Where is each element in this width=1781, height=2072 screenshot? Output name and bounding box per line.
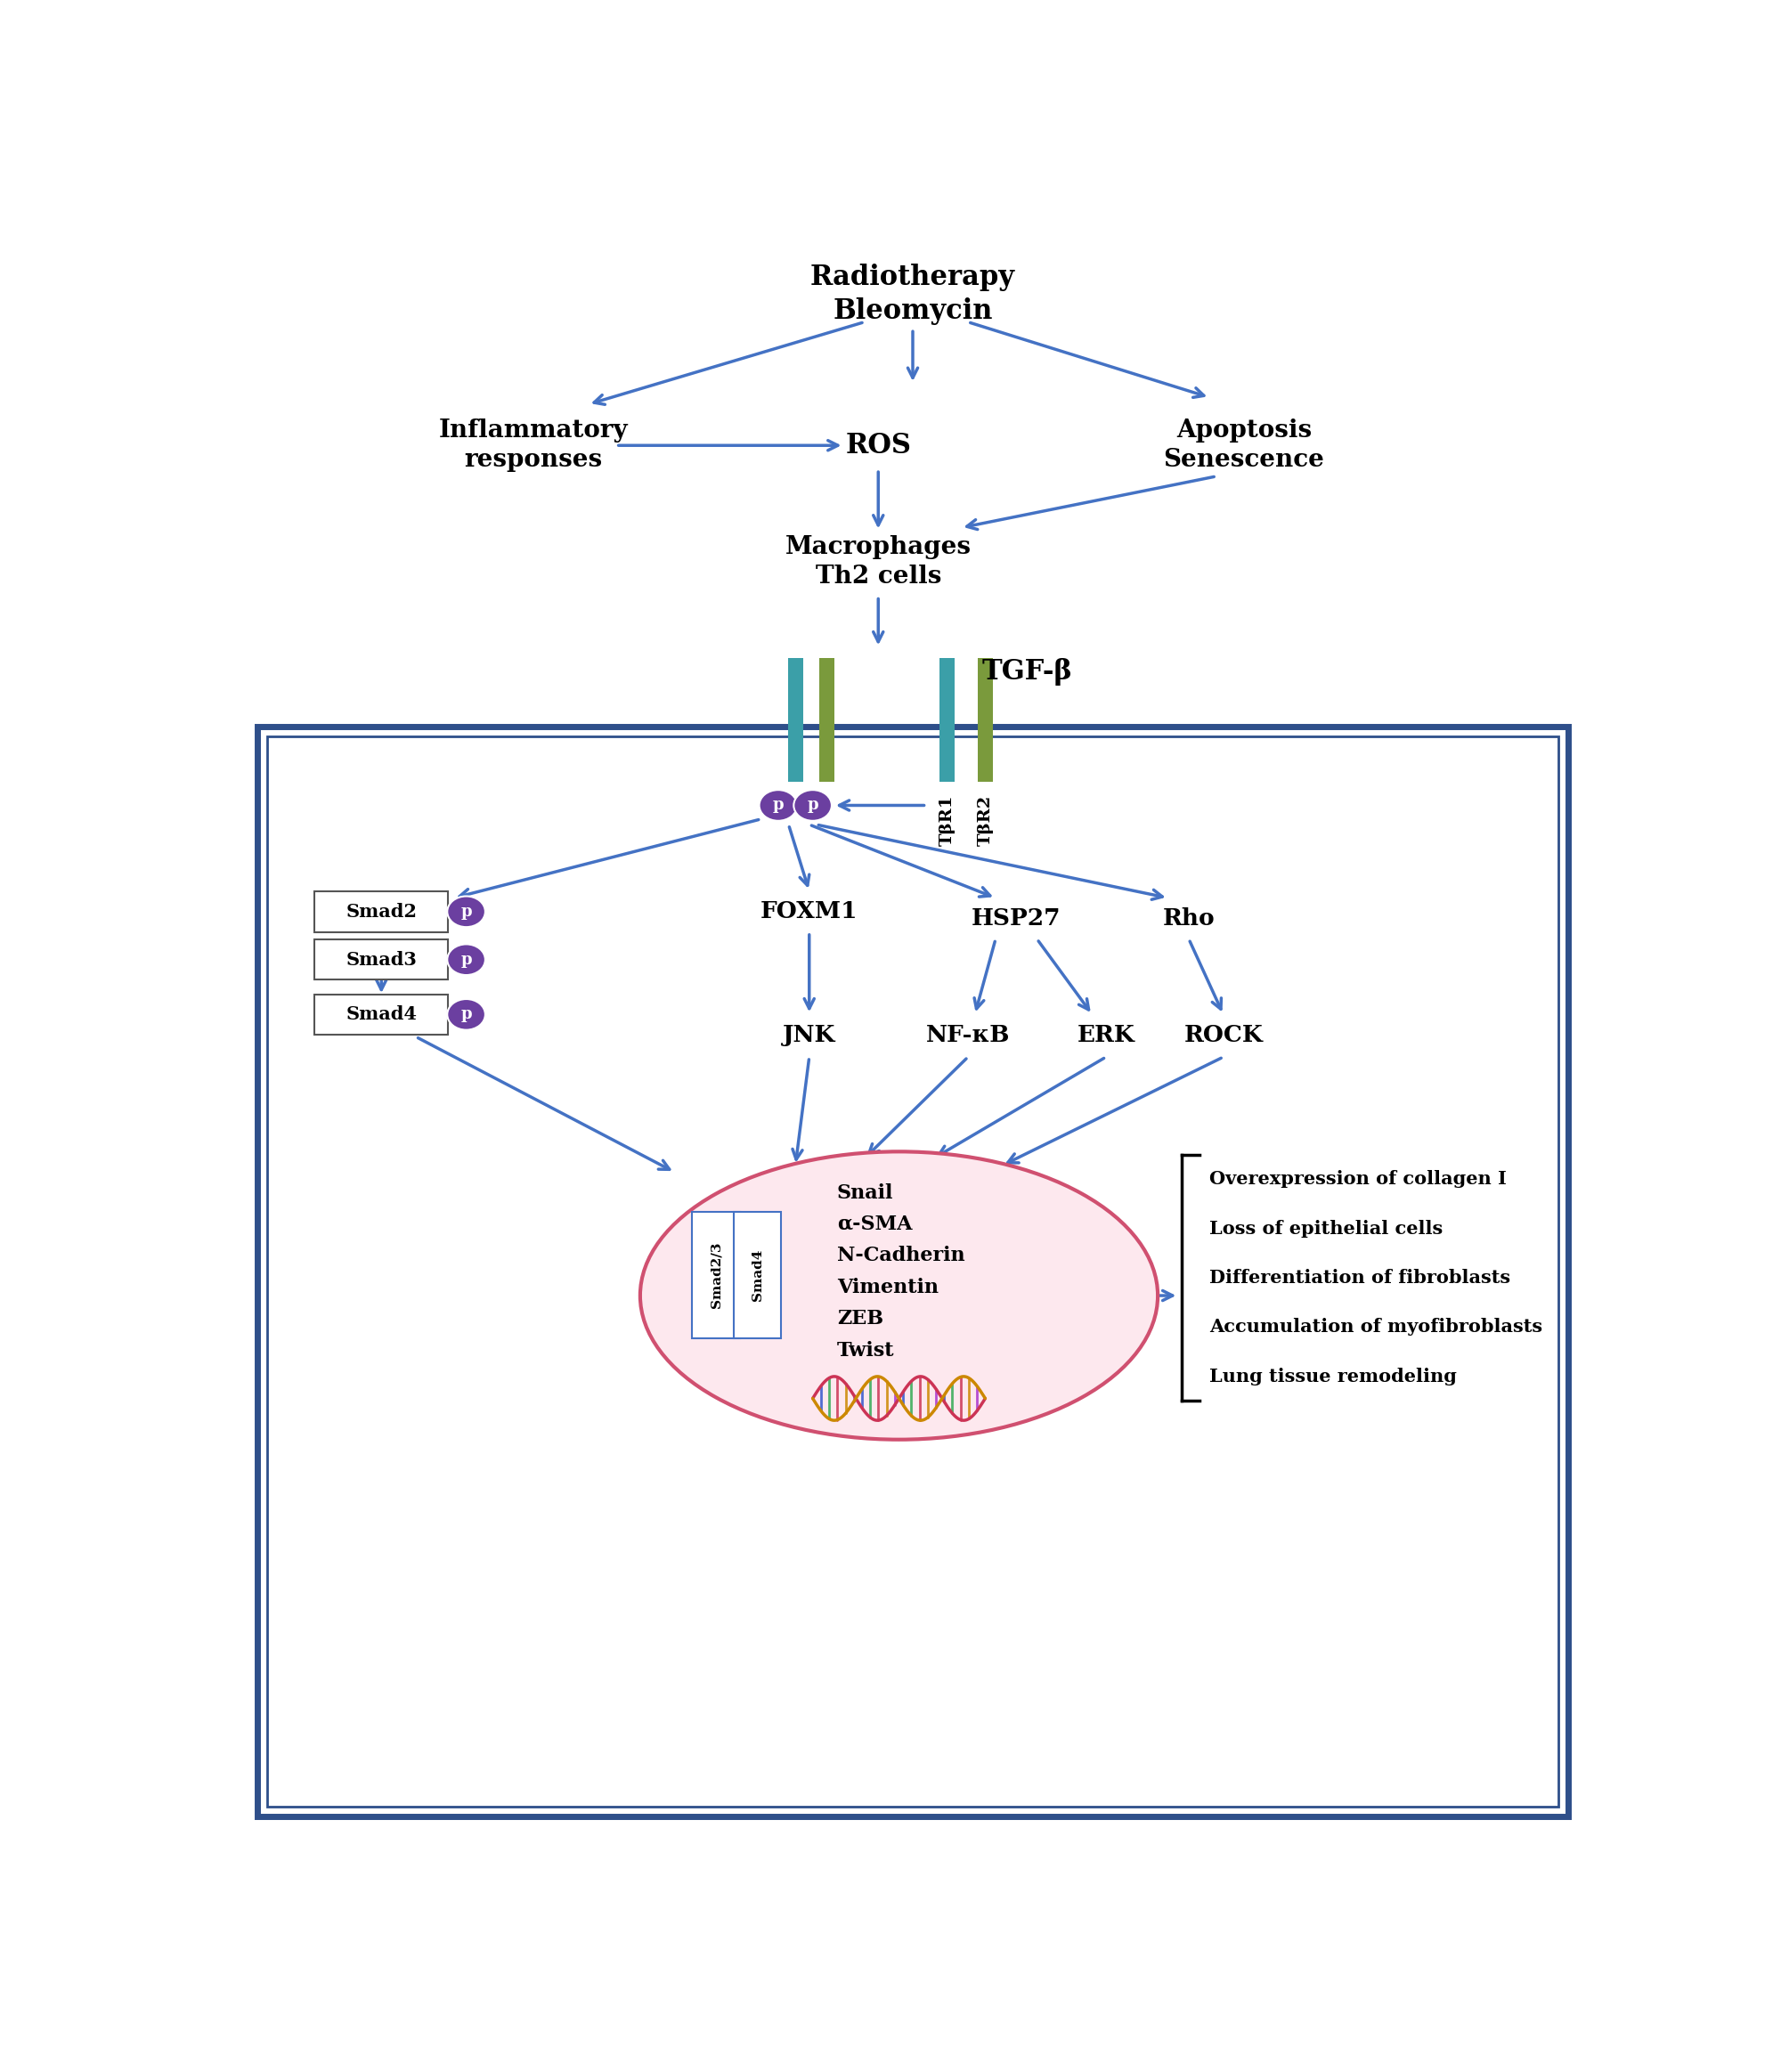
Bar [940, 727, 955, 781]
Text: Smad2/3: Smad2/3 [711, 1241, 723, 1307]
Bar [787, 727, 803, 781]
Ellipse shape [794, 789, 832, 821]
Text: Lung tissue remodeling: Lung tissue remodeling [1209, 1368, 1457, 1386]
Text: p: p [461, 903, 472, 920]
Bar [819, 727, 834, 781]
Ellipse shape [447, 945, 484, 976]
Text: ROS: ROS [846, 431, 912, 460]
Text: ZEB: ZEB [837, 1310, 883, 1328]
Text: Snail: Snail [837, 1183, 894, 1202]
Text: α-SMA: α-SMA [837, 1214, 912, 1235]
Text: ERK: ERK [1078, 1024, 1134, 1046]
FancyBboxPatch shape [734, 1212, 782, 1339]
FancyBboxPatch shape [256, 727, 1569, 1817]
Text: Radiotherapy
Bleomycin: Radiotherapy Bleomycin [810, 263, 1015, 325]
Text: Smad2: Smad2 [346, 903, 417, 920]
Text: p: p [807, 798, 817, 814]
Text: Macrophages
Th2 cells: Macrophages Th2 cells [785, 535, 971, 588]
Text: Differentiation of fibroblasts: Differentiation of fibroblasts [1209, 1268, 1510, 1287]
FancyBboxPatch shape [693, 1212, 739, 1339]
Text: Overexpression of collagen I: Overexpression of collagen I [1209, 1171, 1507, 1187]
Ellipse shape [447, 999, 484, 1030]
Ellipse shape [447, 897, 484, 926]
Text: Smad4: Smad4 [346, 1005, 417, 1024]
Bar [978, 659, 992, 727]
Text: Accumulation of myofibroblasts: Accumulation of myofibroblasts [1209, 1318, 1542, 1336]
Text: p: p [461, 951, 472, 968]
Text: JNK: JNK [784, 1024, 835, 1046]
Text: p: p [461, 1007, 472, 1021]
Text: Inflammatory
responses: Inflammatory responses [438, 419, 629, 472]
Text: TGF-β: TGF-β [981, 659, 1072, 686]
Text: Loss of epithelial cells: Loss of epithelial cells [1209, 1220, 1443, 1237]
FancyBboxPatch shape [315, 891, 449, 932]
Text: TβR2: TβR2 [978, 796, 994, 845]
Bar [978, 727, 992, 781]
Text: TβR1: TβR1 [939, 796, 955, 845]
Text: Apoptosis
Senescence: Apoptosis Senescence [1163, 419, 1325, 472]
Text: ROCK: ROCK [1184, 1024, 1263, 1046]
Text: FOXM1: FOXM1 [760, 901, 858, 922]
Text: p: p [773, 798, 784, 814]
Text: Vimentin: Vimentin [837, 1278, 939, 1297]
Ellipse shape [639, 1152, 1158, 1440]
Text: Rho: Rho [1163, 908, 1215, 930]
Bar [819, 659, 834, 727]
FancyBboxPatch shape [315, 995, 449, 1034]
Text: HSP27: HSP27 [972, 908, 1061, 930]
Text: Smad3: Smad3 [346, 951, 417, 968]
Text: N-Cadherin: N-Cadherin [837, 1245, 965, 1266]
FancyBboxPatch shape [315, 939, 449, 980]
Text: NF-κB: NF-κB [926, 1024, 1010, 1046]
Text: Twist: Twist [837, 1341, 894, 1359]
Ellipse shape [759, 789, 798, 821]
Text: Smad4: Smad4 [752, 1249, 764, 1301]
Bar [940, 659, 955, 727]
Bar [787, 659, 803, 727]
